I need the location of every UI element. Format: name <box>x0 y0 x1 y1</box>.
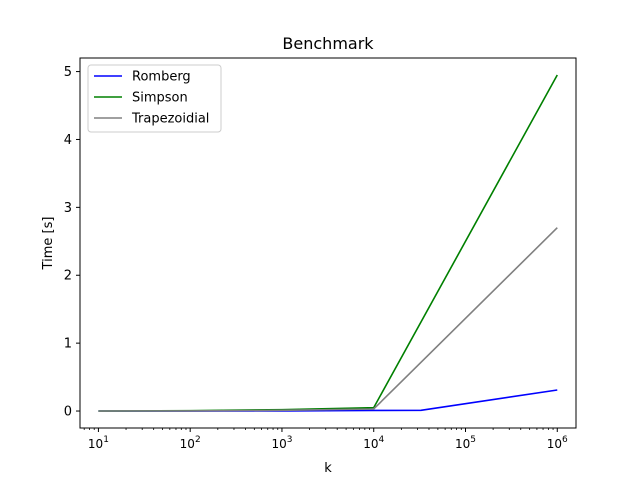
y-tick-label: 2 <box>64 269 72 284</box>
x-axis: 101 102 103 104 105 106 <box>83 428 568 451</box>
x-tick-label: 106 <box>547 435 568 451</box>
y-axis: 0 1 2 3 4 5 <box>64 65 80 420</box>
x-axis-label: k <box>324 461 332 476</box>
legend-label-simpson: Simpson <box>132 91 188 106</box>
x-tick-label: 102 <box>180 435 201 451</box>
y-axis-label: Time [s] <box>41 217 56 271</box>
legend-label-trapezoidial: Trapezoidial <box>131 112 209 127</box>
x-tick-label: 105 <box>455 435 476 451</box>
legend: Romberg Simpson Trapezoidial <box>87 64 222 133</box>
legend-label-romberg: Romberg <box>132 70 191 85</box>
x-tick-label: 104 <box>363 435 384 451</box>
y-tick-label: 3 <box>64 201 72 216</box>
x-tick-label: 103 <box>271 435 292 451</box>
plot-area <box>79 57 577 429</box>
y-tick-label: 4 <box>64 133 72 148</box>
y-tick-label: 5 <box>64 65 72 80</box>
chart-title: Benchmark <box>282 34 374 53</box>
x-tick-label: 101 <box>88 435 109 451</box>
legend-box <box>87 64 222 133</box>
series-layer <box>98 74 558 412</box>
y-tick-label: 0 <box>64 405 72 420</box>
y-tick-label: 1 <box>64 337 72 352</box>
series-line-trapezoidial <box>98 227 558 412</box>
